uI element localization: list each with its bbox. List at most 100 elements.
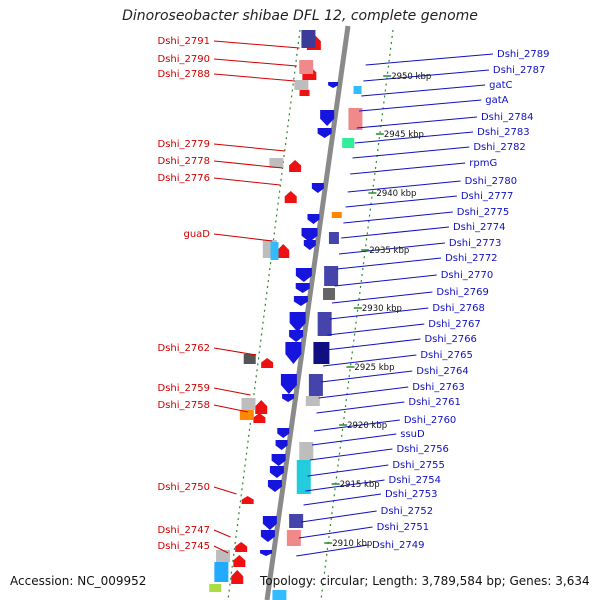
right-leader — [311, 433, 397, 446]
right-leader — [323, 354, 417, 367]
gene-arrow — [231, 570, 244, 584]
gene-arrow — [275, 440, 288, 450]
right-gene-label: Dshi_2787 — [493, 65, 545, 76]
gene-box — [301, 30, 316, 48]
ruler-ticks: 2950 kbp 2945 kbp 2940 kbp 2935 kbp 2930 kbp… — [324, 72, 431, 549]
right-gene-label: Dshi_2767 — [428, 319, 480, 330]
right-gene-label: gatA — [485, 95, 508, 106]
gene-box — [342, 138, 355, 148]
right-leader — [343, 211, 453, 224]
gene-arrow — [261, 358, 274, 368]
gene-arrow — [282, 394, 295, 402]
gene-arrow — [295, 283, 310, 293]
gene-arrow — [253, 413, 266, 423]
left-gene-label: Dshi_2779 — [158, 139, 210, 150]
gene-arrow — [289, 312, 306, 332]
right-gene-label: Dshi_2752 — [381, 506, 433, 517]
right-gene-label: Dshi_2764 — [416, 366, 468, 377]
left-leader — [213, 40, 300, 49]
left-gene-label: Dshi_2745 — [158, 541, 210, 552]
right-leader — [341, 226, 450, 239]
right-leader — [329, 307, 429, 320]
gene-arrow — [271, 454, 286, 466]
right-gene-label: gatC — [489, 80, 512, 91]
gene-arrow — [303, 240, 316, 250]
label-leaders — [213, 40, 494, 557]
ruler-label: 2910 kbp — [332, 539, 372, 549]
right-gene-label: rpmG — [469, 158, 497, 169]
left-gene-label: Dshi_2758 — [158, 400, 210, 411]
left-leader — [213, 404, 249, 413]
right-leader — [318, 386, 409, 399]
right-leader — [298, 526, 373, 539]
map-title: Dinoroseobacter shibae DFL 12, complete … — [122, 8, 478, 24]
right-leader — [309, 448, 393, 461]
right-leader — [313, 419, 400, 432]
left-gene-label: Dshi_2747 — [158, 525, 210, 536]
right-gene-label: Dshi_2775 — [457, 207, 509, 218]
right-leader — [356, 116, 478, 129]
gene-arrow — [267, 480, 282, 492]
right-leader — [316, 401, 405, 414]
gene-box — [299, 60, 314, 74]
right-leader — [365, 53, 494, 66]
left-leader — [213, 143, 285, 152]
gene-box — [270, 242, 279, 260]
gene-box — [328, 232, 339, 244]
gene-features — [209, 30, 363, 600]
gene-arrow — [289, 330, 304, 342]
gene-arrow — [301, 228, 318, 242]
ruler-label: 2935 kbp — [369, 246, 409, 256]
gene-box — [241, 398, 256, 410]
gene-arrow — [241, 496, 254, 504]
right-leader — [305, 479, 385, 492]
right-gene-label: ssuD — [400, 429, 425, 440]
right-gene-label: Dshi_2768 — [432, 303, 484, 314]
gene-arrow — [233, 555, 246, 567]
right-gene-label: Dshi_2782 — [473, 142, 525, 153]
gene-arrow — [262, 516, 277, 530]
right-gene-label: Dshi_2749 — [372, 540, 424, 551]
gene-box — [289, 514, 304, 528]
right-gene-label: Dshi_2773 — [449, 238, 501, 249]
right-leader — [325, 338, 421, 351]
gene-box — [331, 212, 342, 218]
left-gene-label: guaD — [183, 229, 210, 240]
left-leader — [213, 347, 257, 356]
right-gene-label: Dshi_2783 — [477, 127, 529, 138]
left-leader — [213, 545, 229, 554]
right-gene-label: Dshi_2784 — [481, 112, 533, 123]
right-gene-label: Dshi_2766 — [424, 334, 476, 345]
ruler-label: 2950 kbp — [391, 72, 431, 82]
right-gene-label: Dshi_2753 — [385, 489, 437, 500]
left-leader — [213, 529, 231, 538]
gene-box — [269, 158, 284, 168]
left-gene-label: Dshi_2791 — [158, 36, 210, 47]
right-leader — [307, 464, 389, 477]
right-leader — [352, 146, 470, 159]
gene-arrow — [280, 374, 297, 394]
ruler-label: 2930 kbp — [362, 304, 402, 314]
gene-box — [209, 584, 222, 592]
gene-arrow — [285, 342, 302, 364]
right-leader — [350, 162, 466, 175]
left-leader — [213, 387, 251, 396]
gene-box — [353, 86, 362, 94]
right-gene-label: Dshi_2780 — [465, 176, 517, 187]
left-gene-label: Dshi_2759 — [158, 383, 210, 394]
left-gene-label: Dshi_2762 — [158, 343, 210, 354]
gene-arrow — [260, 530, 275, 542]
gene-box — [296, 460, 311, 494]
right-gene-label: Dshi_2777 — [461, 191, 513, 202]
gene-arrow — [260, 550, 273, 556]
ruler-label: 2915 kbp — [340, 480, 380, 490]
right-gene-label: Dshi_2754 — [389, 475, 441, 486]
right-leader — [320, 370, 413, 383]
right-leader — [361, 84, 486, 97]
left-gene-label: Dshi_2788 — [158, 69, 210, 80]
gene-arrow — [293, 296, 308, 306]
gene-box — [308, 374, 323, 396]
gene-box — [294, 80, 309, 90]
left-gene-labels: Dshi_2791 Dshi_2790 Dshi_2788 Dshi_2779 Dshi… — [158, 36, 211, 552]
gene-box — [299, 442, 314, 460]
